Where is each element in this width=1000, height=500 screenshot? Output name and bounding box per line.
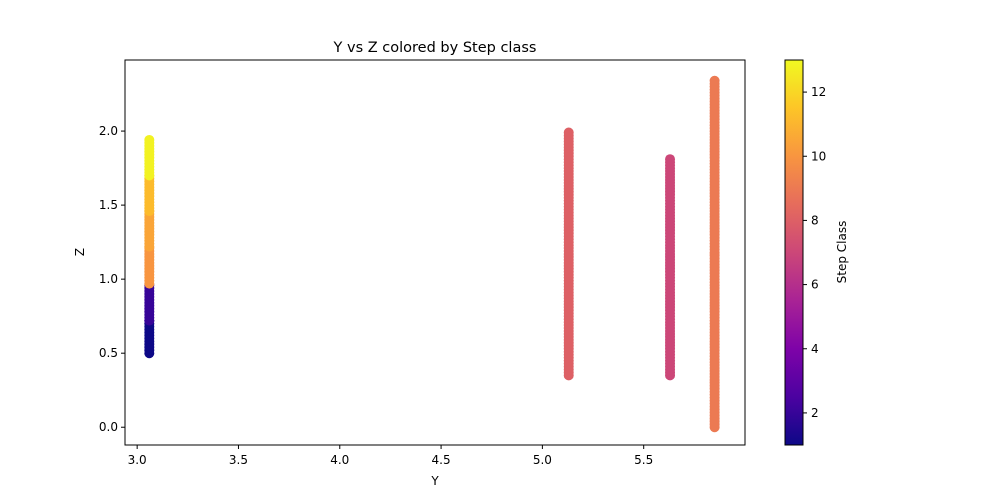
- data-point: [144, 134, 155, 145]
- y-tick-label: 2.0: [99, 124, 118, 138]
- colorbar: [784, 59, 804, 446]
- colorbar-tick-label: 6: [811, 278, 819, 292]
- colorbar-tick-label: 4: [811, 342, 819, 356]
- colorbar-tick-label: 10: [811, 149, 826, 163]
- y-axis: 0.0 0.5 1.0 1.5 2.0: [99, 124, 125, 434]
- colorbar-tick-label: 12: [811, 85, 826, 99]
- y-tick-label: 1.0: [99, 272, 118, 286]
- x-axis: 3.0 3.5 4.0 4.5 5.0 5.5: [128, 445, 653, 467]
- colorbar-tick-label: 8: [811, 213, 819, 227]
- colorbar-label: Step Class: [835, 221, 849, 284]
- x-tick-label: 3.0: [128, 453, 147, 467]
- y-axis-label: Z: [73, 248, 87, 256]
- colorbar-axis: 2 4 6 8 10 12: [803, 85, 826, 420]
- y-tick-label: 1.5: [99, 198, 118, 212]
- x-tick-label: 5.0: [533, 453, 552, 467]
- data-point: [563, 127, 574, 138]
- data-point: [665, 154, 676, 165]
- x-tick-label: 3.5: [229, 453, 248, 467]
- data-points: [144, 75, 720, 433]
- x-tick-label: 4.0: [330, 453, 349, 467]
- x-axis-label: Y: [430, 474, 439, 488]
- y-tick-label: 0.0: [99, 420, 118, 434]
- x-tick-label: 4.5: [432, 453, 451, 467]
- plot-frame: [124, 59, 746, 446]
- colorbar-tick-label: 2: [811, 406, 819, 420]
- data-point: [709, 75, 720, 86]
- y-tick-label: 0.5: [99, 346, 118, 360]
- x-tick-label: 5.5: [634, 453, 653, 467]
- chart-title: Y vs Z colored by Step class: [333, 40, 537, 56]
